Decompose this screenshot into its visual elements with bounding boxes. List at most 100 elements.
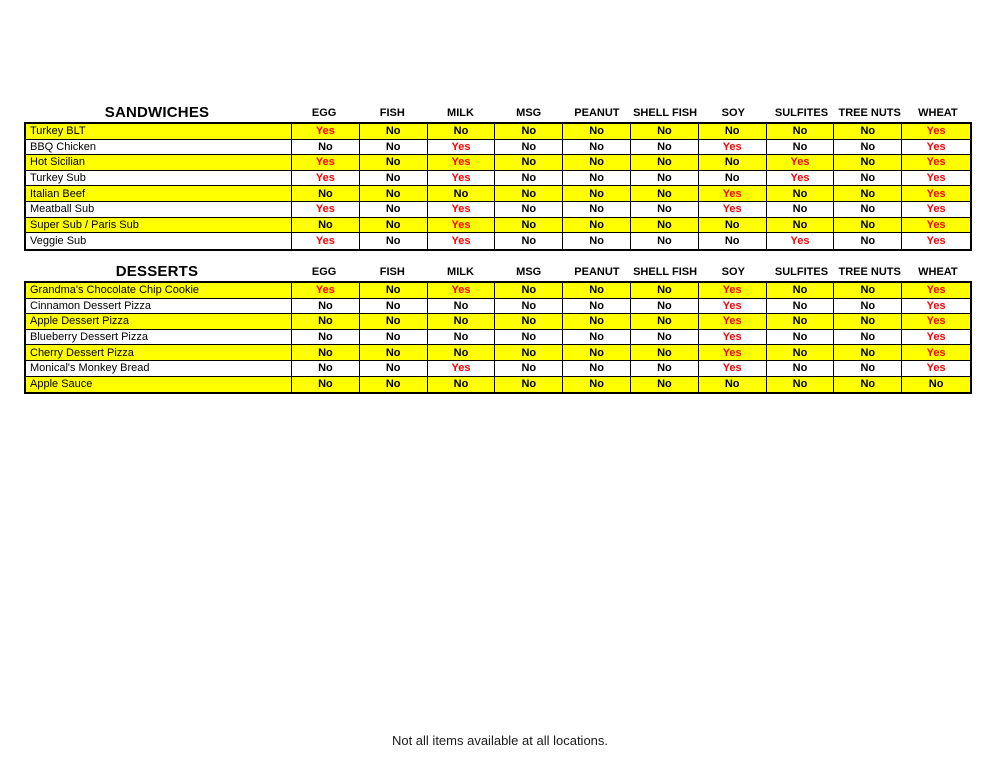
allergen-value: Yes: [427, 201, 496, 218]
allergen-value: No: [359, 186, 428, 202]
table-row: Grandma's Chocolate Chip Cookie Yes No Yes N…: [26, 283, 970, 299]
allergen-value: No: [292, 345, 360, 361]
item-name: Apple Sauce: [26, 376, 292, 393]
allergen-value: No: [292, 186, 360, 202]
allergen-value: No: [834, 201, 903, 218]
allergen-value: Yes: [698, 186, 767, 202]
allergen-value: No: [359, 217, 428, 234]
allergen-value: No: [427, 124, 496, 140]
allergen-value: No: [563, 298, 631, 315]
allergen-value: Yes: [766, 170, 835, 187]
allergen-value: No: [427, 329, 496, 346]
allergen-value: Yes: [292, 124, 360, 140]
allergen-value: No: [292, 360, 360, 377]
column-header: MILK: [447, 265, 474, 278]
allergen-value: No: [698, 217, 767, 234]
column-header: MSG: [516, 106, 542, 119]
allergen-value: Yes: [292, 233, 360, 249]
allergen-value: Yes: [902, 299, 970, 315]
item-name: Hot Sicilian: [26, 155, 292, 171]
allergen-value: No: [834, 217, 903, 234]
allergen-value: No: [631, 345, 699, 361]
allergen-value: No: [359, 170, 428, 187]
allergen-value: No: [563, 217, 631, 234]
allergen-value: No: [834, 298, 903, 315]
allergen-value: Yes: [427, 170, 496, 187]
allergen-value: No: [563, 155, 631, 171]
allergen-value: No: [495, 283, 564, 299]
table-body: Turkey BLT Yes No No No No No No No No Yes BBQ Chic…: [26, 124, 970, 249]
allergen-value: No: [292, 139, 360, 156]
allergen-value: Yes: [902, 345, 970, 361]
allergen-value: No: [360, 233, 428, 249]
allergen-value: No: [834, 376, 903, 393]
allergen-value: No: [631, 170, 699, 187]
allergen-value: Yes: [292, 170, 360, 187]
allergen-value: No: [834, 329, 903, 346]
item-name: Meatball Sub: [26, 201, 292, 218]
table-row: Italian Beef No No No No No No Yes No No Yes: [26, 186, 970, 202]
allergen-value: No: [359, 376, 428, 393]
allergen-value: No: [631, 360, 699, 377]
allergen-value: No: [766, 314, 835, 330]
allergen-value: Yes: [902, 283, 970, 299]
allergen-value: No: [631, 217, 699, 234]
allergen-value: Yes: [902, 202, 970, 218]
allergen-value: No: [495, 345, 564, 361]
allergen-value: Yes: [698, 360, 767, 377]
item-name: Blueberry Dessert Pizza: [26, 329, 292, 346]
allergen-value: Yes: [902, 361, 970, 377]
allergen-value: No: [766, 329, 835, 346]
column-header: WHEAT: [918, 106, 958, 119]
column-header: SOY: [721, 265, 745, 278]
allergen-value: No: [359, 345, 428, 361]
allergen-value: Yes: [428, 233, 496, 249]
allergen-value: No: [563, 233, 631, 249]
allergen-value: No: [495, 360, 564, 377]
allergen-value: No: [834, 139, 903, 156]
allergen-value: No: [766, 124, 835, 140]
allergen-value: No: [359, 314, 428, 330]
section-title: DESSERTS: [115, 263, 199, 280]
allergen-value: Yes: [427, 360, 496, 377]
allergen-value: No: [631, 139, 699, 156]
allergen-value: No: [427, 376, 496, 393]
allergen-value: No: [563, 170, 631, 187]
table-row: BBQ Chicken No No Yes No No No Yes No No Yes: [26, 139, 970, 156]
allergen-value: No: [631, 201, 699, 218]
allergen-value: No: [427, 186, 496, 202]
allergen-value: No: [292, 314, 360, 330]
column-header: SULFITES: [774, 106, 829, 119]
allergen-value: No: [359, 329, 428, 346]
allergen-value: No: [495, 170, 564, 187]
allergen-value: No: [631, 376, 699, 393]
allergen-value: Yes: [698, 201, 767, 218]
table-row: Monical's Monkey Bread No No Yes No No No Yes No…: [26, 360, 970, 377]
item-name: Turkey BLT: [26, 124, 292, 140]
column-header: PEANUT: [574, 106, 620, 119]
item-name: Cherry Dessert Pizza: [26, 345, 292, 361]
allergen-value: No: [495, 329, 564, 346]
allergen-value: Yes: [698, 314, 767, 330]
table-row: Blueberry Dessert Pizza No No No No No No Yes No…: [26, 329, 970, 346]
allergen-value: No: [834, 124, 903, 140]
allergen-value: No: [563, 376, 631, 393]
table-row: Turkey BLT Yes No No No No No No No No Yes: [26, 124, 970, 140]
allergen-value: No: [495, 201, 564, 218]
allergen-value: No: [699, 233, 767, 249]
allergen-value: No: [563, 201, 631, 218]
allergen-value: Yes: [766, 155, 835, 171]
item-name: Super Sub / Paris Sub: [26, 217, 292, 234]
allergen-value: Yes: [427, 155, 496, 171]
allergen-value: Yes: [902, 171, 970, 187]
desserts-table: Grandma's Chocolate Chip Cookie Yes No Yes N…: [24, 281, 972, 395]
allergen-value: No: [563, 186, 631, 202]
allergen-value: No: [563, 139, 631, 156]
allergen-value: No: [495, 233, 564, 249]
allergen-value: No: [359, 155, 428, 171]
allergen-value: No: [834, 186, 903, 202]
allergen-value: Yes: [698, 283, 767, 299]
allergen-value: Yes: [767, 233, 835, 249]
allergen-value: No: [495, 124, 564, 140]
